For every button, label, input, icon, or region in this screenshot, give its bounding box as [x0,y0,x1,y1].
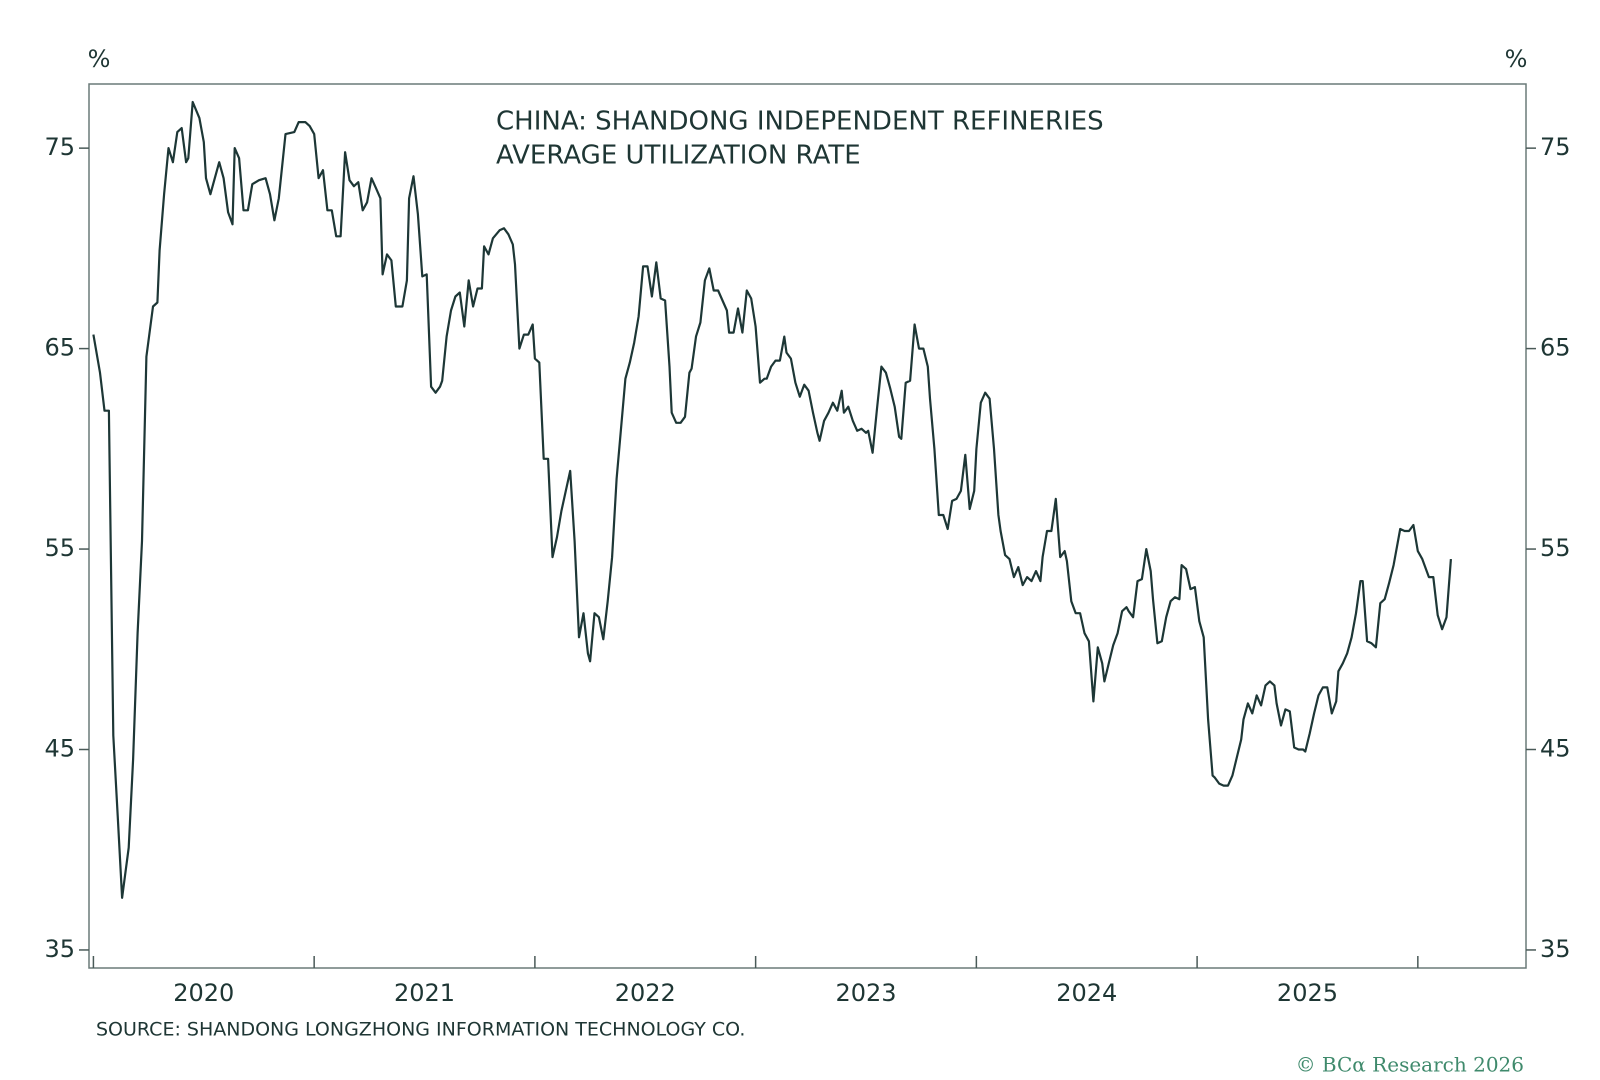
y-tick-label: 75 [44,133,75,161]
y2-tick-label: 55 [1540,534,1571,562]
plot-frame [88,83,1527,969]
x-tick-label: 2024 [1056,979,1117,1007]
y2-tick-label: 35 [1540,935,1571,963]
chart-title: CHINA: SHANDONG INDEPENDENT REFINERIES [496,107,1104,137]
y-tick-label: 35 [44,935,75,963]
chart-title: AVERAGE UTILIZATION RATE [496,141,861,171]
x-tick-label: 2023 [835,979,896,1007]
y2-tick-label: 75 [1540,133,1571,161]
x-tick-label: 2020 [173,979,234,1007]
y2-tick-label: 45 [1540,735,1571,763]
x-tick-label: 2025 [1277,979,1338,1007]
y2-axis-label: % [1505,45,1528,73]
y-tick-label: 55 [44,534,75,562]
x-tick-label: 2021 [394,979,455,1007]
data-line [92,100,1452,899]
y2-tick-label: 65 [1540,334,1571,362]
y-tick-label: 45 [44,735,75,763]
y-tick-label: 65 [44,334,75,362]
source-note: SOURCE: SHANDONG LONGZHONG INFORMATION T… [96,1019,745,1041]
copyright: © BCα Research 2026 [1296,1053,1524,1077]
x-tick-label: 2022 [615,979,676,1007]
y-axis-label: % [88,45,111,73]
